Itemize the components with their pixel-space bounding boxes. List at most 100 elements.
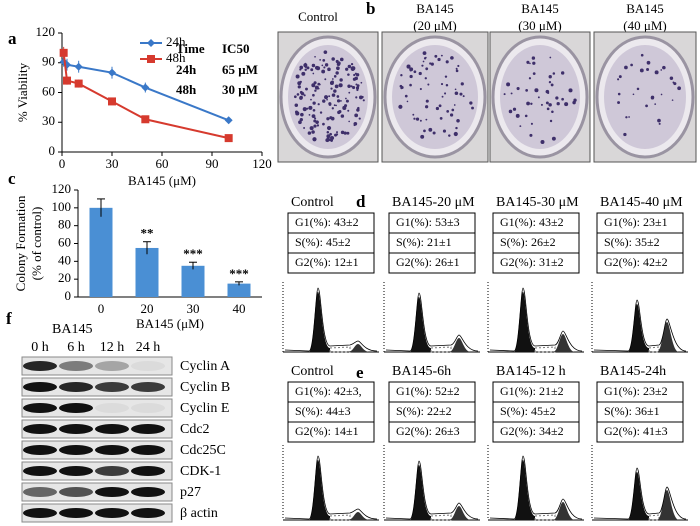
colony xyxy=(469,101,473,105)
colony xyxy=(530,102,533,106)
band xyxy=(59,403,93,413)
marker xyxy=(224,116,233,125)
band xyxy=(95,466,129,476)
hist-outline xyxy=(284,455,378,520)
panel-label: d xyxy=(356,192,366,211)
band xyxy=(131,508,165,518)
colony xyxy=(548,75,552,79)
colony xyxy=(313,81,317,85)
colony xyxy=(568,88,573,93)
condition-title: BA145-6h xyxy=(392,364,451,379)
colony xyxy=(301,71,306,76)
colony xyxy=(327,67,331,72)
significance-label: *** xyxy=(183,246,203,261)
band xyxy=(95,508,129,518)
colony xyxy=(471,106,474,110)
hist-outline xyxy=(385,460,479,520)
colony xyxy=(630,63,633,67)
g1-peak xyxy=(628,472,649,520)
colony xyxy=(449,113,454,117)
marker xyxy=(108,68,116,77)
colony xyxy=(331,93,336,97)
blot-strip xyxy=(21,398,173,418)
stat-text: S(%): 26±2 xyxy=(500,235,556,249)
colony xyxy=(617,92,621,96)
colony xyxy=(413,70,417,74)
band xyxy=(131,361,165,371)
colony xyxy=(336,131,338,134)
colony xyxy=(321,69,326,74)
colony xyxy=(462,95,465,98)
bar xyxy=(227,283,251,297)
colony xyxy=(423,129,426,133)
stat-text: G1(%): 52±2 xyxy=(396,384,460,398)
table-cell: 30 μM xyxy=(222,82,258,97)
colony xyxy=(306,66,310,70)
band xyxy=(23,466,57,476)
g2-peak xyxy=(657,322,679,352)
colony xyxy=(545,101,549,105)
condition-title: BA145-24h xyxy=(600,364,666,379)
colony xyxy=(354,72,357,75)
colony xyxy=(335,133,339,136)
colony xyxy=(400,74,403,77)
colony xyxy=(400,87,403,90)
legend-label: 24h xyxy=(166,34,186,49)
colony xyxy=(532,72,536,76)
colony xyxy=(314,55,316,58)
y-axis-label: (% of control) xyxy=(29,207,44,281)
g1-peak xyxy=(309,292,330,352)
colony xyxy=(551,110,554,114)
colony xyxy=(312,101,316,105)
band xyxy=(59,466,93,476)
colony xyxy=(345,67,349,71)
colony xyxy=(333,104,336,107)
hist-outline xyxy=(593,299,687,352)
colony xyxy=(556,102,560,106)
condition-title: Control xyxy=(291,364,334,379)
colony xyxy=(434,54,438,58)
stat-cell xyxy=(492,421,580,443)
colony xyxy=(339,57,344,62)
blot-strip xyxy=(21,356,173,376)
colony xyxy=(435,106,440,111)
colony xyxy=(345,97,347,100)
colony xyxy=(299,117,303,122)
colony xyxy=(413,117,416,120)
colony xyxy=(654,103,657,105)
colony xyxy=(313,119,317,123)
colony xyxy=(318,83,321,86)
colony xyxy=(409,74,413,79)
stat-text: G2(%): 26±3 xyxy=(396,424,460,438)
colony xyxy=(525,89,528,92)
y-tick-label: 30 xyxy=(42,113,55,128)
stat-cell xyxy=(388,421,476,443)
colony xyxy=(428,127,433,132)
band xyxy=(59,424,93,434)
colony xyxy=(660,93,663,96)
plate-title: BA145 xyxy=(416,1,454,16)
colony xyxy=(424,105,429,109)
marker xyxy=(59,48,68,57)
panel-label: b xyxy=(366,0,375,18)
colony xyxy=(415,117,420,121)
protein-label: Cyclin B xyxy=(180,380,230,395)
protein-label: Cyclin E xyxy=(180,401,229,416)
colony xyxy=(340,114,345,118)
colony xyxy=(450,56,454,60)
colony xyxy=(453,131,458,137)
bar xyxy=(181,265,205,297)
colony xyxy=(515,113,520,118)
colony xyxy=(508,109,513,114)
colony xyxy=(309,126,314,131)
marker xyxy=(108,97,116,106)
colony xyxy=(547,91,550,95)
band xyxy=(131,424,165,434)
colony xyxy=(345,99,349,103)
y-tick-label: 60 xyxy=(58,234,71,249)
colony xyxy=(671,99,674,101)
colony xyxy=(324,95,329,100)
colony xyxy=(317,87,320,90)
stat-text: G1(%): 43±2 xyxy=(295,215,359,229)
band xyxy=(23,382,57,392)
